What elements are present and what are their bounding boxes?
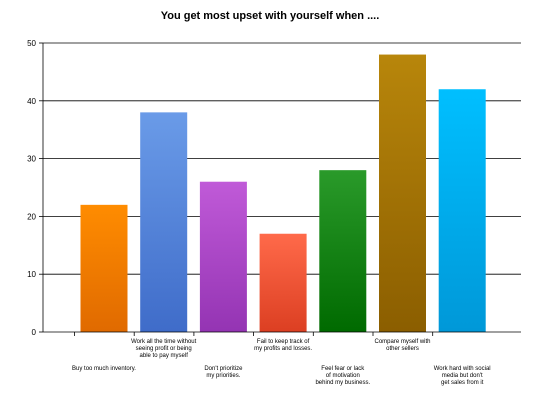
bar-1 <box>80 204 128 332</box>
y-tick-label: 30 <box>27 155 36 164</box>
y-tick-label: 0 <box>32 328 37 337</box>
category-label: Work hard with social media but don't get … <box>434 366 491 386</box>
bar-6 <box>379 54 426 333</box>
labels: 0 10 20 30 40 50 Buy too much inventory. Work a… <box>27 39 491 386</box>
category-label: Work all the time without seeing profit o… <box>131 339 197 359</box>
bar-7 <box>438 89 486 333</box>
bars <box>80 54 486 333</box>
bar-2 <box>140 112 188 332</box>
category-label: Compare myself with other sellers <box>374 339 430 352</box>
y-tick-label: 20 <box>27 212 36 221</box>
category-label: Buy too much inventory. <box>72 366 136 372</box>
chart-title: You get most upset with yourself when ..… <box>160 10 380 22</box>
category-label: Fail to keep track of my profits and loss… <box>254 339 312 352</box>
y-tick-label: 10 <box>27 270 36 279</box>
y-tick-label: 50 <box>27 39 36 48</box>
bar-3 <box>199 181 247 332</box>
y-tick-label: 40 <box>27 97 36 106</box>
category-label: Feel fear or lack of motivation behind my … <box>315 366 370 386</box>
bar-4 <box>259 233 307 332</box>
bar-5 <box>319 170 367 332</box>
axes <box>39 42 521 336</box>
category-label: Don't prioritize my priorities. <box>204 366 243 379</box>
